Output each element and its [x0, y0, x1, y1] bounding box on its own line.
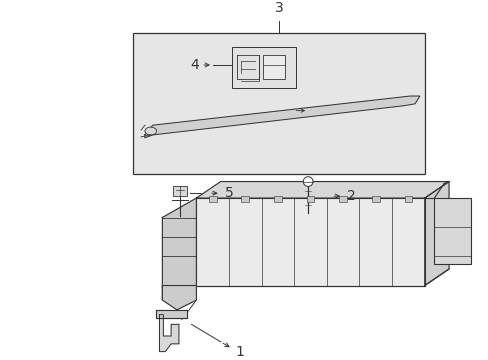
Bar [339, 196, 346, 202]
Polygon shape [162, 285, 196, 310]
Polygon shape [196, 181, 448, 198]
Polygon shape [162, 198, 196, 300]
Bar [208, 196, 216, 202]
Polygon shape [424, 181, 448, 285]
Bar [306, 196, 314, 202]
Bar [133, 33, 424, 174]
Text: 2: 2 [346, 189, 355, 203]
Bar [371, 196, 379, 202]
Bar [404, 196, 411, 202]
Text: 1: 1 [235, 345, 244, 359]
Bar [273, 196, 281, 202]
Bar [433, 198, 470, 264]
Text: 4: 4 [190, 58, 199, 72]
Circle shape [303, 177, 312, 186]
Polygon shape [144, 96, 419, 138]
Polygon shape [196, 198, 424, 285]
Polygon shape [155, 310, 186, 318]
Text: 3: 3 [274, 1, 283, 15]
Bar [241, 196, 249, 202]
Ellipse shape [144, 127, 156, 135]
Polygon shape [159, 315, 179, 352]
Bar [232, 48, 295, 88]
Text: 5: 5 [224, 186, 233, 200]
FancyBboxPatch shape [173, 186, 186, 196]
Bar [263, 55, 284, 78]
